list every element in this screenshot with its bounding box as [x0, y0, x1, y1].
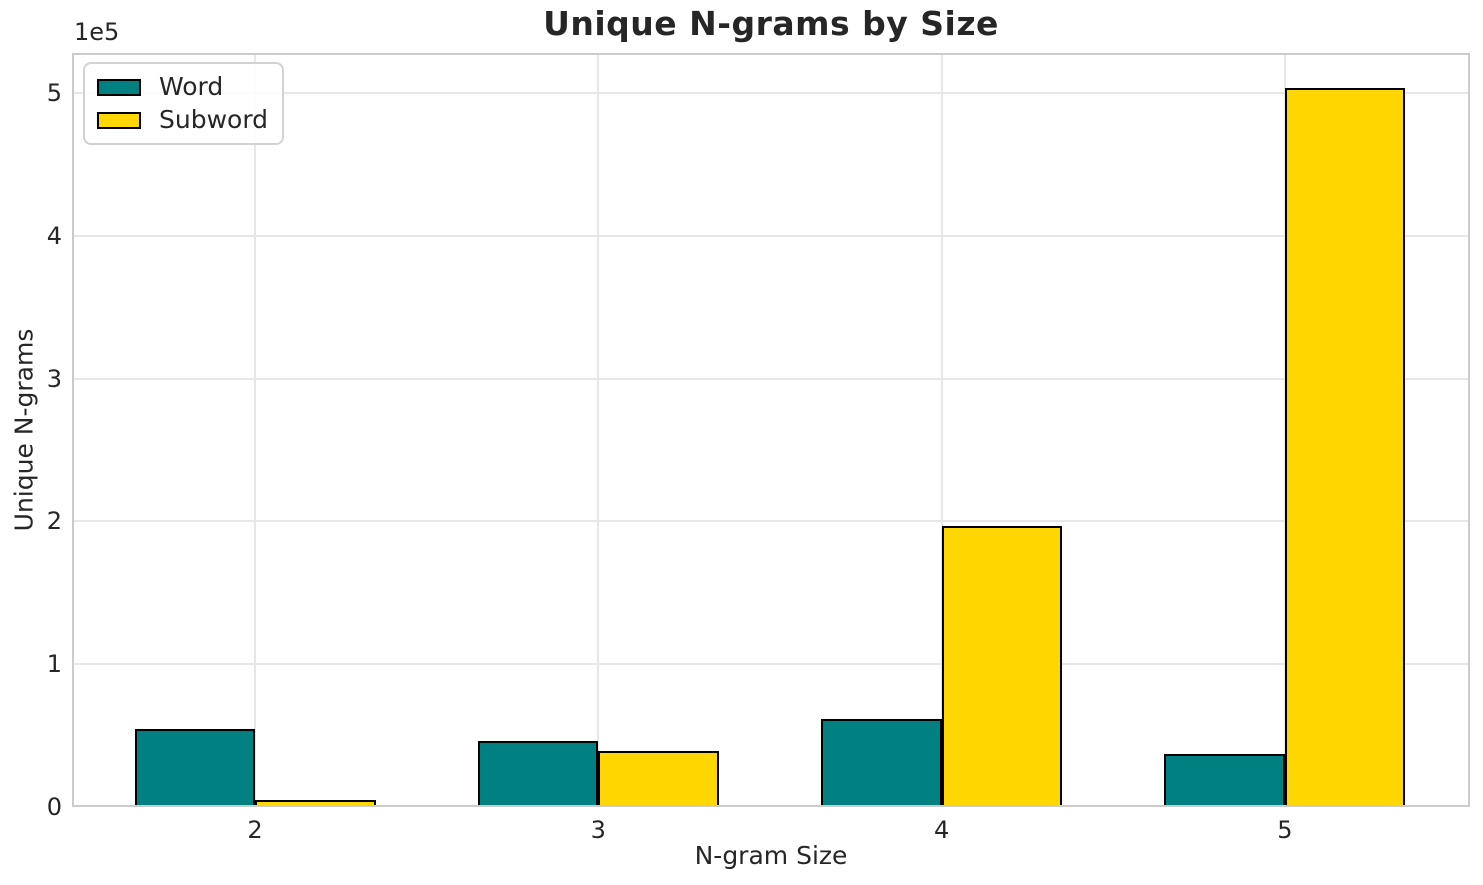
x-tick-label: 5 — [1277, 816, 1293, 844]
y-axis-label: Unique N-grams — [9, 328, 39, 532]
x-tick-label: 3 — [590, 816, 606, 844]
h-gridline — [72, 91, 1470, 94]
bar-subword-ngram-5 — [1284, 88, 1406, 807]
chart-title: Unique N-grams by Size — [543, 4, 999, 43]
h-gridline — [72, 663, 1470, 666]
legend-item-word: Word — [97, 73, 268, 101]
word-swatch-icon — [97, 78, 141, 96]
y-axis-offset-label: 1e5 — [74, 18, 120, 46]
bar-word-ngram-5 — [1164, 753, 1285, 807]
h-gridline — [72, 234, 1470, 237]
x-tick-label: 2 — [247, 816, 263, 844]
y-tick-label: 0 — [46, 793, 62, 821]
plot-area: Word Subword — [72, 53, 1470, 807]
x-axis-label: N-gram Size — [694, 841, 848, 870]
bar-subword-ngram-3 — [598, 750, 719, 807]
y-tick-label: 4 — [46, 221, 62, 250]
legend-item-subword: Subword — [97, 106, 268, 134]
y-tick-label: 1 — [46, 650, 62, 679]
v-gridline — [597, 53, 600, 807]
y-tick-label: 3 — [46, 364, 62, 393]
subword-swatch-icon — [97, 111, 141, 129]
legend-label-word: Word — [159, 72, 224, 101]
bar-word-ngram-3 — [477, 740, 599, 807]
legend-label-subword: Subword — [159, 105, 269, 134]
v-gridline — [254, 53, 256, 807]
bar-word-ngram-4 — [821, 719, 942, 807]
x-tick-label: 4 — [933, 816, 950, 844]
y-tick-label: 5 — [46, 78, 62, 107]
legend: Word Subword — [83, 62, 285, 145]
v-gridline — [940, 53, 943, 807]
bar-word-ngram-2 — [134, 728, 255, 807]
bar-subword-ngram-2 — [255, 799, 376, 807]
axes-spines — [72, 53, 1470, 807]
bar-subword-ngram-4 — [941, 526, 1063, 807]
y-tick-label: 2 — [46, 507, 62, 536]
h-gridline — [72, 377, 1470, 380]
h-gridline — [72, 520, 1470, 523]
